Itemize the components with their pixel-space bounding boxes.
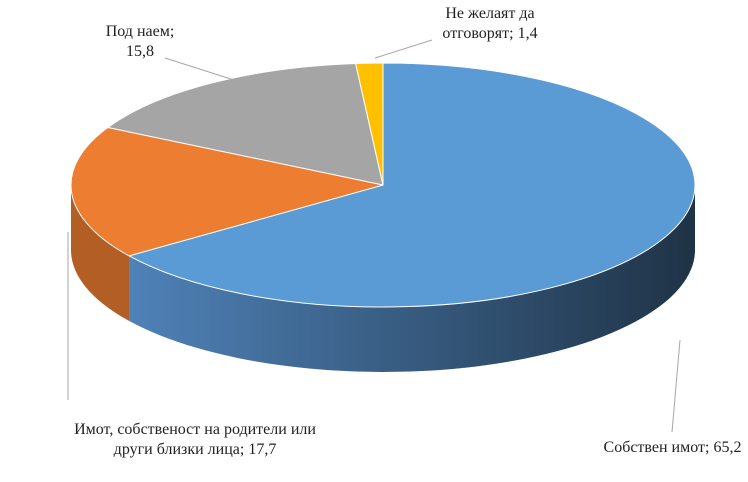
value-label: 65,2 bbox=[713, 439, 742, 456]
data-label: Имот, собственост на родители или други … bbox=[70, 420, 320, 460]
pie-slice bbox=[354, 62, 384, 186]
pie-slice bbox=[70, 126, 384, 257]
data-label: Собствен имот; 65,2 bbox=[600, 438, 745, 458]
value-label: 1,4 bbox=[517, 25, 538, 42]
value-label: 17,7 bbox=[248, 441, 277, 458]
pie-tops bbox=[70, 62, 696, 308]
pie-sides bbox=[71, 185, 696, 372]
value-label: 15,8 bbox=[126, 43, 154, 60]
leader-lines bbox=[67, 39, 681, 433]
leader-line bbox=[164, 57, 235, 81]
category-label: Имот, собственост на родители или други … bbox=[74, 421, 316, 458]
pie-slice bbox=[127, 62, 696, 308]
category-label: Не желаят да отговорят; bbox=[442, 5, 535, 42]
data-label: Под наем; 15,8 bbox=[92, 22, 188, 62]
pie-slice bbox=[106, 62, 384, 186]
pie-side bbox=[129, 185, 696, 372]
pie-side bbox=[71, 185, 130, 321]
leader-line bbox=[374, 39, 433, 59]
category-label: Под наем; bbox=[105, 23, 175, 40]
leader-line bbox=[671, 339, 681, 433]
data-label: Не желаят да отговорят; 1,4 bbox=[420, 4, 560, 44]
category-label: Собствен имот; bbox=[603, 439, 710, 456]
